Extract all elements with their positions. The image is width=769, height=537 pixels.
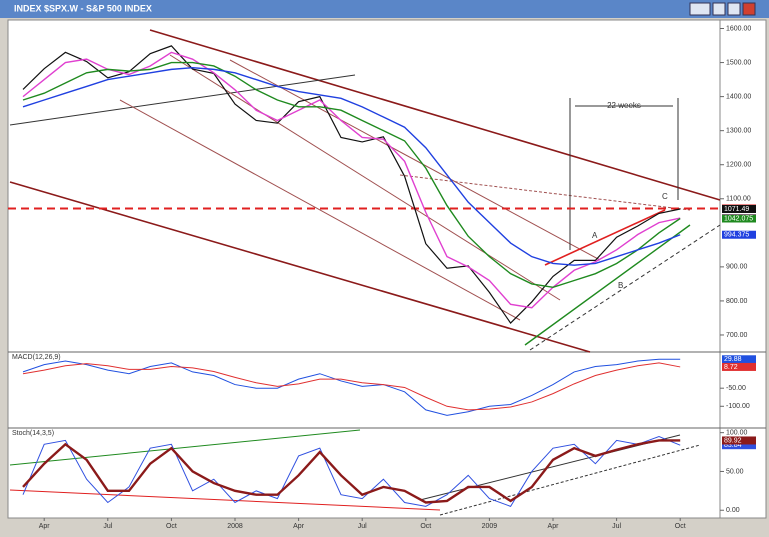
last-value-box [722, 441, 756, 450]
x-tick-label: Apr [293, 523, 305, 530]
x-tick-label: Oct [166, 523, 177, 530]
series-line [22, 439, 681, 504]
y-tick-label: -50.00 [726, 385, 746, 392]
y-tick-label: 1300.00 [726, 128, 751, 135]
trendline [9, 181, 591, 353]
trendline [149, 29, 721, 201]
last-value-box [722, 214, 756, 223]
last-value-label: 1042.075 [724, 215, 753, 222]
plot-area [7, 19, 721, 519]
last-value-label: 83.84 [724, 442, 742, 449]
y-tick-label: -100.00 [726, 403, 750, 410]
y-tick-label: 1200.00 [726, 162, 751, 169]
title-bar [0, 0, 769, 18]
x-tick-label: Jul [612, 523, 621, 530]
panel-title: MACD(12,26,9) [12, 354, 61, 361]
last-value-label: 89.92 [724, 437, 742, 444]
trendline [229, 59, 601, 261]
y-tick-label: 1400.00 [726, 93, 751, 100]
y-tick-label: 50.00 [726, 468, 744, 475]
x-tick-label: Jul [358, 523, 367, 530]
annotation: 22 weeks [607, 101, 641, 110]
last-value-label: 994.375 [724, 232, 749, 239]
x-tick-label: 2009 [482, 523, 498, 530]
minimize-button[interactable] [689, 2, 711, 16]
x-tick-label: Apr [548, 523, 560, 530]
last-value-box [722, 204, 756, 213]
annotation: B [618, 281, 623, 290]
series-line [22, 66, 681, 266]
x-tick-label: Jul [103, 523, 112, 530]
annotation: A [592, 231, 598, 240]
trendlines [9, 29, 721, 516]
restore-button[interactable] [727, 2, 741, 16]
x-tick-label: Oct [675, 523, 686, 530]
last-value-box [722, 436, 756, 445]
last-value-label: 8.72 [724, 364, 738, 371]
y-tick-label: 800.00 [726, 298, 748, 305]
x-tick-label: Oct [420, 523, 431, 530]
last-value-box [722, 230, 756, 239]
y-tick-label: 700.00 [726, 332, 748, 339]
y-tick-label: 900.00 [726, 264, 748, 271]
annotation: C [662, 192, 668, 201]
trendline [9, 74, 356, 126]
last-value-box [722, 355, 756, 364]
panel-title: Stoch(14,3,5) [12, 430, 54, 437]
trendline [544, 209, 666, 266]
series-line [22, 61, 681, 289]
y-tick-label: 1600.00 [726, 25, 751, 32]
trendline [9, 489, 441, 511]
series-line [22, 362, 681, 411]
x-tick-label: 2008 [227, 523, 243, 530]
last-value-label: 29.88 [724, 356, 742, 363]
window-title: INDEX $SPX.W - S&P 500 INDEX [14, 3, 152, 13]
y-tick-label: 1500.00 [726, 59, 751, 66]
trendline [524, 224, 691, 346]
close-button[interactable] [742, 2, 756, 16]
x-tick-label: Apr [39, 523, 51, 530]
trendline [169, 54, 561, 301]
axis-area [719, 19, 767, 519]
trendline [9, 429, 361, 466]
trendline [119, 99, 521, 321]
trendline [399, 174, 691, 211]
series-line [22, 358, 681, 416]
maximize-button[interactable] [712, 2, 726, 16]
y-tick-label: 100.00 [726, 429, 748, 436]
series-line [22, 435, 681, 507]
last-value-box [722, 362, 756, 371]
last-value-label: 1071.49 [724, 206, 749, 213]
series-line [22, 45, 681, 324]
y-tick-label: 1100.00 [726, 196, 751, 203]
y-tick-label: 0.00 [726, 507, 740, 514]
trendline [529, 224, 721, 351]
series-line [22, 51, 681, 309]
